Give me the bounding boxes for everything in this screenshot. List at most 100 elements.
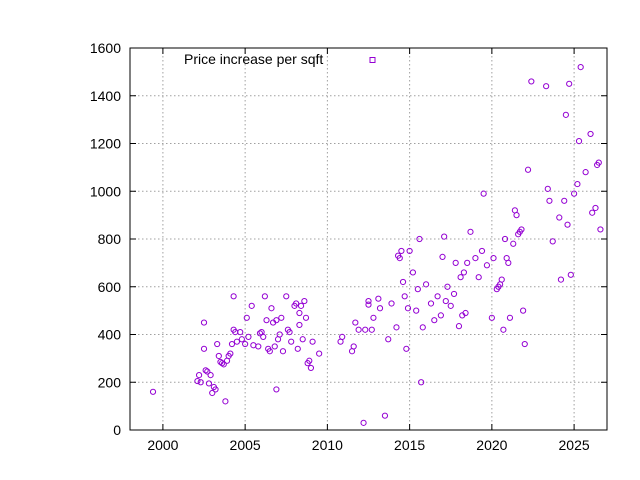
data-point — [398, 247, 405, 255]
data-point — [376, 305, 384, 312]
x-tick-label: 2000 — [147, 437, 178, 453]
data-point — [521, 340, 528, 348]
data-point — [452, 259, 459, 266]
data-point — [422, 281, 430, 288]
data-point — [316, 350, 323, 357]
data-point — [250, 342, 257, 349]
data-point — [355, 326, 362, 333]
y-tick-label: 0 — [113, 422, 121, 438]
data-point — [595, 159, 602, 166]
y-tick-label: 600 — [98, 279, 122, 295]
data-point — [582, 169, 589, 176]
data-point — [220, 361, 227, 368]
data-point — [434, 293, 441, 300]
data-point — [263, 317, 270, 324]
data-point — [255, 343, 262, 350]
data-points — [149, 64, 604, 426]
data-point — [419, 324, 426, 331]
data-point — [283, 293, 290, 300]
data-point — [403, 345, 410, 352]
legend-label-price-increase: Price increase per sqft — [184, 51, 323, 67]
data-point — [464, 259, 471, 266]
data-point — [416, 235, 423, 243]
data-point — [520, 307, 527, 314]
grid-lines — [130, 48, 607, 430]
data-point — [195, 371, 203, 379]
data-point — [278, 314, 285, 321]
data-point — [401, 293, 408, 300]
data-point — [385, 336, 392, 343]
data-point — [414, 286, 421, 293]
data-point — [498, 276, 505, 283]
data-point — [589, 209, 596, 216]
data-point — [365, 297, 372, 305]
data-point — [393, 324, 400, 331]
data-point — [230, 293, 237, 300]
x-tick-label: 2020 — [476, 437, 507, 453]
data-point — [518, 226, 525, 233]
data-point — [273, 386, 280, 393]
data-point — [294, 345, 301, 352]
data-point — [413, 307, 420, 314]
data-point — [266, 348, 273, 355]
data-point — [302, 314, 310, 321]
data-point — [460, 269, 467, 276]
data-point — [472, 255, 479, 262]
data-point — [546, 197, 553, 204]
data-point — [544, 185, 551, 192]
data-point — [209, 389, 216, 397]
data-point — [404, 305, 412, 312]
data-point — [488, 314, 495, 321]
tick-labels: 0 200 400 600 800 1000 1200 1400 1600 2000 2005 201… — [90, 40, 590, 453]
data-point — [375, 295, 382, 302]
x-tick-label: 2005 — [230, 437, 261, 453]
data-point — [306, 357, 313, 364]
data-point — [437, 312, 444, 319]
data-point — [587, 130, 594, 138]
data-point — [381, 412, 389, 419]
data-point — [149, 388, 157, 395]
data-point — [200, 319, 208, 326]
data-point — [561, 197, 568, 204]
axis-ticks — [130, 47, 607, 431]
data-point — [238, 336, 245, 343]
data-point — [399, 278, 407, 286]
plot-frame — [129, 47, 608, 431]
data-point — [447, 302, 454, 309]
data-point — [524, 166, 532, 173]
y-tick-label: 1000 — [90, 183, 121, 199]
data-point — [475, 274, 482, 281]
data-point — [396, 255, 403, 262]
data-point — [227, 350, 234, 357]
data-point — [574, 180, 581, 188]
data-point — [202, 367, 209, 374]
data-point — [256, 330, 264, 337]
data-point — [388, 300, 395, 307]
data-point — [212, 386, 219, 393]
data-point — [362, 326, 369, 333]
data-point — [268, 305, 275, 312]
data-point — [339, 333, 346, 340]
data-point — [557, 276, 565, 283]
data-point — [242, 340, 249, 348]
data-point — [501, 235, 509, 243]
y-tick-label: 1200 — [90, 136, 121, 152]
data-point — [462, 309, 469, 317]
data-point — [510, 240, 517, 247]
data-point — [248, 302, 255, 309]
data-point — [467, 228, 474, 235]
data-point — [365, 301, 372, 308]
data-point — [592, 204, 599, 212]
data-point — [455, 323, 463, 330]
data-point — [567, 271, 574, 278]
data-point — [577, 64, 584, 71]
data-point — [200, 345, 208, 352]
y-tick-label: 1400 — [90, 88, 121, 104]
data-point — [301, 297, 308, 305]
data-point — [431, 317, 438, 324]
data-point — [233, 338, 241, 345]
data-point — [207, 371, 214, 379]
data-point — [279, 348, 287, 355]
legend: Price increase per sqft — [184, 51, 376, 67]
